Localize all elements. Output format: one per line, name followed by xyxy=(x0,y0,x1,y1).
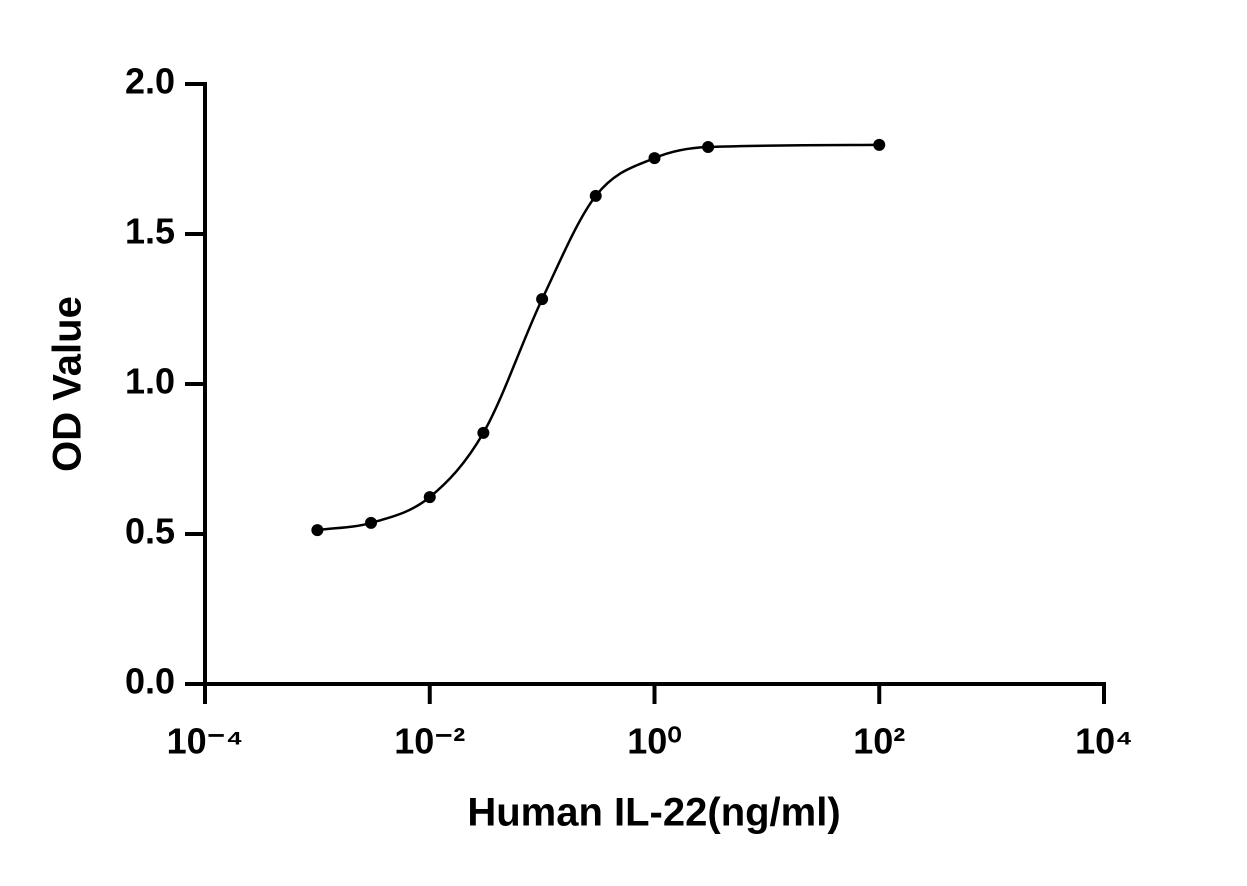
data-point xyxy=(536,293,549,306)
data-point xyxy=(702,141,715,153)
y-tick-label: 1.5 xyxy=(125,211,175,252)
data-point xyxy=(423,491,436,504)
x-axis-title: Human IL-22(ng/ml) xyxy=(467,791,840,835)
x-tick-label: 10⁻⁴ xyxy=(167,721,244,762)
data-point xyxy=(364,516,377,529)
data-point xyxy=(648,152,661,165)
y-tick-label: 1.0 xyxy=(125,361,175,402)
data-point xyxy=(311,524,324,537)
data-point xyxy=(589,189,602,202)
x-tick-label: 10⁻² xyxy=(394,721,465,762)
y-tick-label: 0.5 xyxy=(125,511,175,552)
x-tick-label: 10⁴ xyxy=(1075,721,1133,762)
data-point xyxy=(873,138,886,151)
x-tick-label: 10⁰ xyxy=(627,721,681,762)
data-point xyxy=(477,426,490,439)
y-tick-label: 0.0 xyxy=(125,661,175,702)
fit-curve xyxy=(317,143,880,532)
y-axis-title: OD Value xyxy=(46,296,90,472)
x-tick-label: 10² xyxy=(853,721,905,762)
y-tick-label: 2.0 xyxy=(125,61,175,102)
